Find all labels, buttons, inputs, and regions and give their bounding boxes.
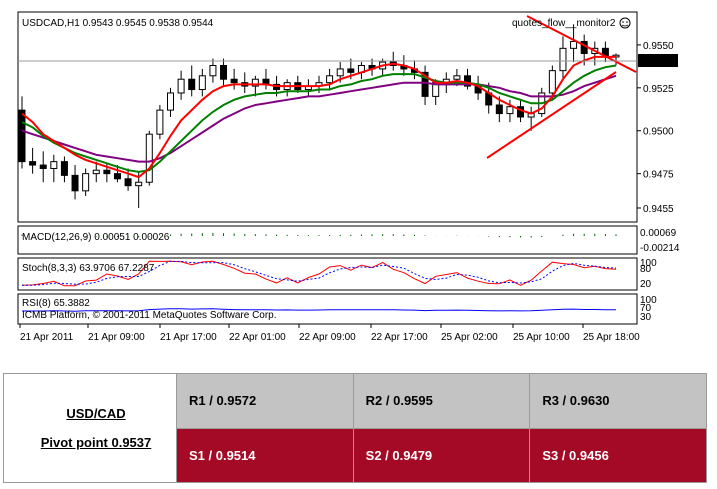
candle-body bbox=[167, 92, 174, 111]
candle-body bbox=[60, 161, 68, 176]
macd-label: MACD(12,26,9) 0.00051 0.00026 bbox=[22, 232, 170, 243]
r3-cell: R3 / 0.9630 bbox=[529, 373, 707, 429]
stoch-signal-line bbox=[21, 260, 617, 286]
time-tick-label: 22 Apr 17:00 bbox=[371, 332, 428, 343]
pair-cell: USD/CAD Pivot point 0.9537 bbox=[3, 373, 177, 483]
candle-body bbox=[559, 47, 567, 72]
candle-body bbox=[421, 71, 429, 97]
candle-body bbox=[220, 65, 228, 80]
candle-body bbox=[347, 68, 355, 73]
resistance-trendline bbox=[526, 15, 637, 73]
candle-body bbox=[92, 169, 100, 175]
candle-body bbox=[71, 174, 79, 192]
candle-body bbox=[453, 75, 461, 80]
s2-cell: S2 / 0.9479 bbox=[352, 427, 531, 483]
macd-pane bbox=[17, 225, 638, 255]
price-tick-label: 0.9500 bbox=[643, 127, 674, 138]
s3-cell: S3 / 0.9456 bbox=[529, 427, 707, 483]
time-axis: 21 Apr 2011 21 Apr 09:00 21 Apr 17:00 22 Ap… bbox=[19, 324, 640, 343]
candle-body bbox=[29, 161, 37, 166]
stoch-tick-80: 80 bbox=[640, 264, 652, 275]
pivot-table: USD/CAD Pivot point 0.9537 R1 / 0.9572 R… bbox=[3, 373, 707, 483]
time-tick-label: 21 Apr 2011 bbox=[20, 332, 74, 343]
stoch-label: Stoch(8,3,3) 63.9706 67.2287 bbox=[22, 263, 155, 274]
price-tick-label: 0.9525 bbox=[643, 84, 674, 95]
macd-tick-bottom: -0.00214 bbox=[640, 243, 680, 254]
candle-body bbox=[464, 75, 471, 87]
pair-name: USD/CAD bbox=[66, 406, 126, 421]
candle-body bbox=[103, 169, 111, 175]
candle-body bbox=[135, 181, 143, 187]
copyright-text: ICMB Platform, © 2001-2011 MetaQuotes So… bbox=[22, 310, 277, 321]
forex-chart: USDCAD,H1 0.9543 0.9545 0.9538 0.9544 qu… bbox=[17, 11, 680, 343]
main-pane bbox=[17, 11, 638, 223]
s1-cell: S1 / 0.9514 bbox=[176, 427, 354, 483]
support-trendline bbox=[486, 71, 617, 159]
ma-green-line bbox=[21, 64, 617, 173]
rsi-pane bbox=[17, 293, 638, 325]
stoch-tick-100: 100 bbox=[640, 258, 657, 269]
rsi-path bbox=[22, 308, 616, 312]
time-tick-label: 21 Apr 09:00 bbox=[88, 332, 145, 343]
candle-body bbox=[39, 164, 47, 169]
candle-body bbox=[506, 106, 514, 115]
time-tick-label: 25 Apr 02:00 bbox=[441, 332, 498, 343]
rsi-label: RSI(8) 65.3882 bbox=[22, 298, 90, 309]
smiley-icon bbox=[619, 17, 631, 29]
candle-body bbox=[188, 78, 196, 91]
rsi-line bbox=[22, 308, 616, 312]
candle-body bbox=[336, 68, 344, 77]
candle-body bbox=[18, 109, 26, 163]
candle-body bbox=[82, 173, 90, 192]
stoch-lines bbox=[21, 260, 617, 287]
candle-body bbox=[548, 70, 556, 94]
candle-body bbox=[326, 75, 334, 84]
candle-body bbox=[156, 109, 164, 135]
price-tick-label: 0.9475 bbox=[643, 170, 674, 181]
rsi-tick-30: 30 bbox=[640, 312, 652, 323]
rsi-tick-70: 70 bbox=[640, 303, 652, 314]
time-tick-label: 21 Apr 17:00 bbox=[160, 332, 217, 343]
candle-body bbox=[570, 40, 578, 49]
candle-body bbox=[230, 78, 238, 84]
chart-header: USDCAD,H1 0.9543 0.9545 0.9538 0.9544 bbox=[22, 18, 214, 29]
candle-body bbox=[145, 133, 153, 183]
price-tick-label: 0.9455 bbox=[643, 204, 674, 215]
candle-body bbox=[251, 78, 259, 87]
stoch-tick-20: 20 bbox=[640, 279, 652, 290]
price-tick-label: 0.9550 bbox=[643, 41, 674, 52]
rsi-tick-100: 100 bbox=[640, 295, 657, 306]
current-price-text: 0.9544 bbox=[642, 56, 673, 67]
time-tick-label: 25 Apr 10:00 bbox=[513, 332, 570, 343]
current-price-marker bbox=[638, 54, 678, 67]
time-tick-label: 22 Apr 09:00 bbox=[299, 332, 356, 343]
candle-body bbox=[124, 178, 132, 187]
candle-body bbox=[113, 173, 121, 180]
candle-body bbox=[495, 104, 503, 115]
monitor-label: quotes_flow__monitor2 bbox=[512, 18, 616, 29]
pivot-point: Pivot point 0.9537 bbox=[40, 435, 152, 450]
candle-body bbox=[198, 75, 206, 91]
candle-body bbox=[50, 161, 58, 169]
macd-histogram bbox=[21, 233, 617, 238]
price-axis: 0.9550 0.9525 0.9500 0.9475 0.9455 bbox=[637, 41, 674, 215]
candle-body bbox=[209, 65, 217, 77]
ma-purple-line bbox=[21, 74, 617, 163]
moving-averages-group bbox=[21, 55, 617, 179]
time-tick-label: 25 Apr 18:00 bbox=[583, 332, 640, 343]
ma-red-line bbox=[21, 55, 616, 179]
candle-body bbox=[177, 78, 185, 94]
r2-cell: R2 / 0.9595 bbox=[352, 373, 531, 429]
r1-cell: R1 / 0.9572 bbox=[176, 373, 354, 429]
time-tick-label: 22 Apr 01:00 bbox=[229, 332, 286, 343]
macd-tick-top: 0.00069 bbox=[640, 228, 677, 239]
